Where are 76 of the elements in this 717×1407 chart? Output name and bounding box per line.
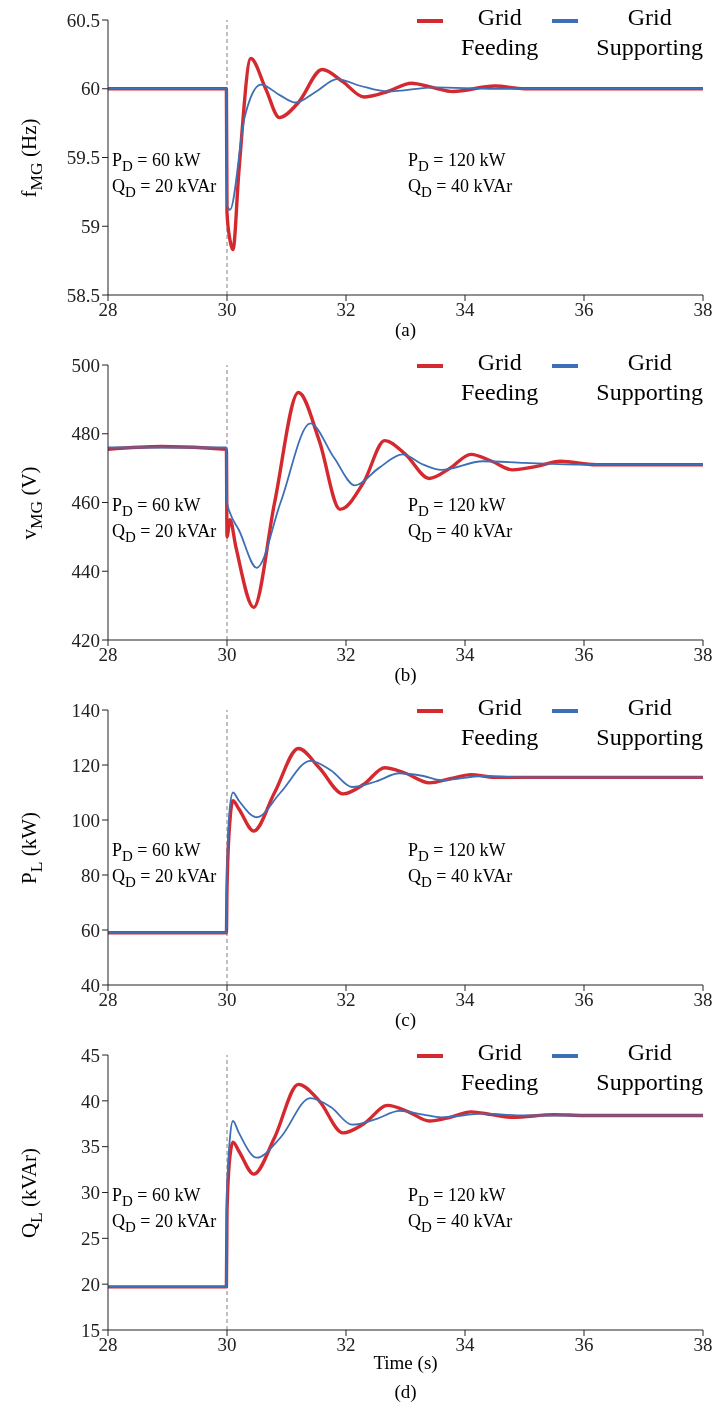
x-tick-label: 32 — [336, 644, 356, 666]
y-tick-label: 500 — [71, 354, 100, 376]
annotation: Q$_{D}$ = 20 kVAr — [112, 176, 217, 201]
y-tick-label: 440 — [71, 560, 100, 582]
annotation: P$_{D}$ = 60 kW — [112, 150, 201, 175]
annotation: P$_{D}$ = 60 kW — [112, 840, 201, 865]
y-tick-label: 60 — [81, 919, 100, 941]
x-tick-label: 32 — [336, 299, 356, 321]
x-tick-label: 38 — [693, 1334, 713, 1356]
legend-label: Grid Feeding — [461, 1038, 539, 1097]
x-tick-label: 36 — [574, 1334, 594, 1356]
annotation: P$_{D}$ = 120 kW — [408, 1185, 506, 1210]
text: (a) — [393, 319, 418, 341]
y-tick-label: 40 — [81, 1090, 100, 1112]
annotation: P$_{D}$ = 120 kW — [408, 495, 506, 520]
y-tick-label: 140 — [71, 699, 100, 721]
y-tick-label: 20 — [81, 1273, 100, 1295]
legend-label: Grid Supporting — [596, 348, 704, 407]
x-tick-label: 28 — [98, 1334, 118, 1356]
y-tick-label: 60 — [81, 78, 100, 100]
annotation: P$_{D}$ = 120 kW — [408, 840, 506, 865]
y-tick-label: 60.5 — [66, 9, 100, 31]
x-tick-label: 36 — [574, 299, 594, 321]
y-tick-label: 25 — [81, 1228, 100, 1250]
x-tick-label: 34 — [455, 299, 475, 321]
annotation: P$_{D}$ = 60 kW — [112, 1185, 201, 1210]
x-tick-label: 34 — [455, 989, 475, 1011]
legend-label: Grid Feeding — [461, 3, 539, 62]
x-tick-label: 34 — [455, 1334, 475, 1356]
y-tick-label: 59 — [81, 215, 100, 237]
annotation: P$_{D}$ = 120 kW — [408, 150, 506, 175]
annotation: Q$_{D}$ = 40 kVAr — [408, 866, 513, 891]
text: (d) — [393, 1381, 418, 1403]
y-tick-label: 35 — [81, 1136, 100, 1158]
legend-label: Grid Supporting — [596, 693, 704, 752]
x-tick-label: 30 — [217, 1334, 237, 1356]
y-tick-label: 100 — [71, 809, 100, 831]
annotation: Q$_{D}$ = 40 kVAr — [408, 176, 513, 201]
x-tick-label: 32 — [336, 1334, 356, 1356]
y-tick-label: 30 — [81, 1182, 100, 1204]
x-axis-title: Time (s) — [373, 1352, 438, 1373]
y-tick-label: 420 — [71, 629, 100, 651]
x-tick-label: 30 — [217, 644, 237, 666]
y-tick-label: 460 — [71, 492, 100, 514]
x-tick-label: 28 — [98, 299, 118, 321]
annotation: P$_{D}$ = 60 kW — [112, 495, 201, 520]
x-tick-label: 30 — [217, 299, 237, 321]
x-tick-label: 28 — [98, 644, 118, 666]
x-tick-label: 32 — [336, 989, 356, 1011]
y-tick-label: 120 — [71, 754, 100, 776]
y-tick-label: 40 — [81, 974, 100, 996]
x-tick-label: 38 — [693, 644, 713, 666]
x-tick-label: 34 — [455, 644, 475, 666]
annotation: Q$_{D}$ = 40 kVAr — [408, 1211, 513, 1236]
x-tick-label: 38 — [693, 989, 713, 1011]
x-tick-label: 28 — [98, 989, 118, 1011]
y-tick-label: 80 — [81, 864, 100, 886]
annotation: Q$_{D}$ = 20 kVAr — [112, 1211, 217, 1236]
y-tick-label: 480 — [71, 423, 100, 445]
x-tick-label: 36 — [574, 989, 594, 1011]
y-tick-label: 15 — [81, 1319, 100, 1341]
legend-label: Grid Supporting — [596, 3, 704, 62]
x-tick-label: 38 — [693, 299, 713, 321]
annotation: Q$_{D}$ = 40 kVAr — [408, 521, 513, 546]
legend-label: Grid Feeding — [461, 348, 539, 407]
text: (b) — [393, 664, 418, 686]
annotation: Q$_{D}$ = 20 kVAr — [112, 521, 217, 546]
annotation: Q$_{D}$ = 20 kVAr — [112, 866, 217, 891]
x-tick-label: 36 — [574, 644, 594, 666]
text: (c) — [393, 1009, 418, 1031]
y-tick-label: 59.5 — [66, 147, 100, 169]
y-tick-label: 58.5 — [66, 284, 100, 306]
y-tick-label: 45 — [81, 1044, 100, 1066]
x-tick-label: 30 — [217, 989, 237, 1011]
legend-label: Grid Supporting — [596, 1038, 704, 1097]
legend-label: Grid Feeding — [461, 693, 539, 752]
